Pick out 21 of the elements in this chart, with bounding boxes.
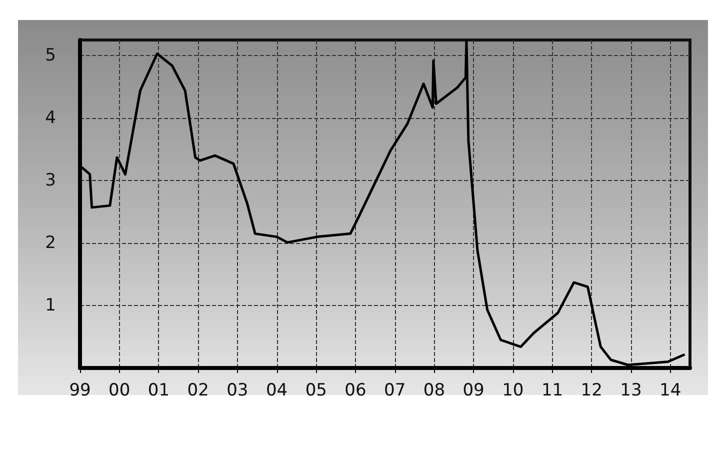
x-tick-label: 11 (541, 380, 564, 400)
x-tick-label: 01 (148, 380, 170, 400)
x-tick-label: 04 (266, 380, 288, 400)
y-tick-label: 1 (45, 296, 56, 316)
x-tick-label: 08 (423, 380, 446, 400)
x-tick-label: 00 (108, 380, 130, 400)
x-tick-label: 14 (660, 380, 682, 400)
x-tick-label: 09 (462, 380, 484, 400)
y-tick-label: 5 (45, 46, 56, 66)
x-tick-label: 10 (502, 380, 524, 400)
x-tick-label: 02 (187, 380, 209, 400)
x-tick-label: 13 (620, 380, 642, 400)
y-tick-label: 2 (45, 233, 56, 254)
x-tick-label: 06 (344, 380, 366, 400)
x-tick-label: 07 (384, 380, 406, 400)
x-tick-label: 12 (580, 380, 602, 400)
x-tick-label: 03 (226, 380, 248, 400)
x-tick-label: 99 (69, 380, 91, 400)
y-tick-label: 4 (45, 108, 56, 128)
x-tick-label: 05 (305, 380, 327, 400)
y-tick-label: 3 (45, 170, 56, 191)
